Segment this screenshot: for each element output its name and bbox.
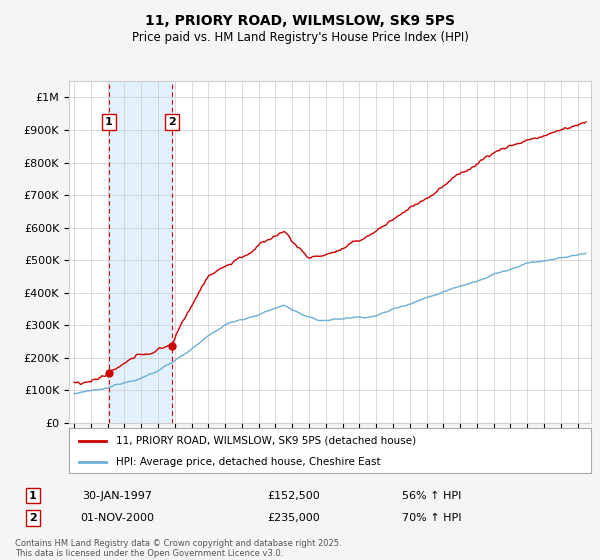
Text: HPI: Average price, detached house, Cheshire East: HPI: Average price, detached house, Ches… <box>116 457 380 467</box>
Text: Price paid vs. HM Land Registry's House Price Index (HPI): Price paid vs. HM Land Registry's House … <box>131 31 469 44</box>
Text: 30-JAN-1997: 30-JAN-1997 <box>82 491 152 501</box>
Text: 1: 1 <box>29 491 37 501</box>
Text: 2: 2 <box>168 117 176 127</box>
Text: 1: 1 <box>105 117 113 127</box>
Text: 11, PRIORY ROAD, WILMSLOW, SK9 5PS (detached house): 11, PRIORY ROAD, WILMSLOW, SK9 5PS (deta… <box>116 436 416 446</box>
Text: 11, PRIORY ROAD, WILMSLOW, SK9 5PS: 11, PRIORY ROAD, WILMSLOW, SK9 5PS <box>145 14 455 28</box>
Text: £235,000: £235,000 <box>268 513 320 523</box>
Text: Contains HM Land Registry data © Crown copyright and database right 2025.
This d: Contains HM Land Registry data © Crown c… <box>15 539 341 558</box>
Text: £152,500: £152,500 <box>268 491 320 501</box>
Text: 70% ↑ HPI: 70% ↑ HPI <box>402 513 462 523</box>
Text: 2: 2 <box>29 513 37 523</box>
Text: 56% ↑ HPI: 56% ↑ HPI <box>403 491 461 501</box>
Text: 01-NOV-2000: 01-NOV-2000 <box>80 513 154 523</box>
Bar <box>109 81 172 423</box>
